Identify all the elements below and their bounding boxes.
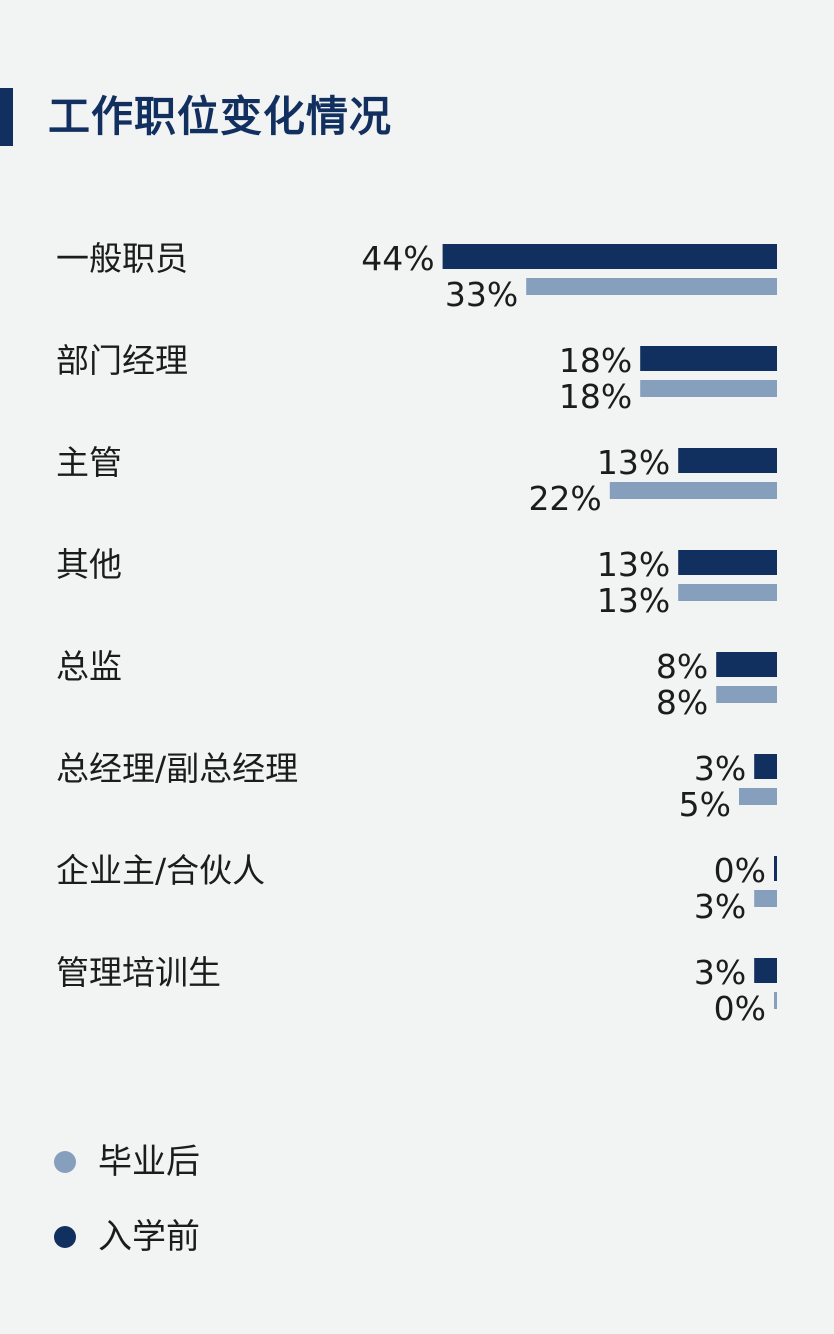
category-label: 其他: [56, 545, 122, 584]
legend-label-after: 毕业后: [98, 1142, 200, 1182]
value-label-after: 22%: [528, 479, 601, 518]
value-label-after: 3%: [694, 887, 746, 926]
category-label: 总经理/副总经理: [56, 749, 298, 788]
category-label: 管理培训生: [56, 953, 221, 992]
bar-after: [640, 380, 777, 397]
bar-before: [754, 754, 777, 779]
bar-after: [526, 278, 777, 295]
bar-before: [774, 856, 777, 881]
legend-item-after: 毕业后: [54, 1140, 354, 1184]
bar-before: [716, 652, 777, 677]
value-label-before: 3%: [694, 953, 746, 992]
value-label-after: 0%: [714, 989, 766, 1028]
value-label-after: 13%: [597, 581, 670, 620]
legend-swatch-after: [54, 1151, 76, 1173]
value-label-before: 44%: [361, 239, 434, 278]
category-label: 企业主/合伙人: [56, 851, 265, 890]
bar-before: [678, 448, 777, 473]
bar-after: [754, 890, 777, 907]
category-label: 一般职员: [56, 239, 188, 278]
value-label-after: 33%: [445, 275, 518, 314]
value-label-before: 8%: [656, 647, 708, 686]
value-label-before: 3%: [694, 749, 746, 788]
bar-before: [754, 958, 777, 983]
value-label-before: 0%: [714, 851, 766, 890]
value-label-after: 5%: [679, 785, 731, 824]
value-label-after: 8%: [656, 683, 708, 722]
value-label-after: 18%: [559, 377, 632, 416]
legend-label-before: 入学前: [98, 1217, 200, 1257]
category-label: 主管: [56, 443, 122, 482]
bar-before: [678, 550, 777, 575]
category-label: 部门经理: [56, 341, 188, 380]
bar-after: [609, 482, 777, 499]
bar-after: [716, 686, 777, 703]
bar-after: [774, 992, 777, 1009]
bar-after: [739, 788, 777, 805]
category-label: 总监: [56, 647, 122, 686]
title-accent-bar: [0, 88, 13, 146]
bar-before: [640, 346, 777, 371]
legend-item-before: 入学前: [54, 1215, 354, 1259]
bar-chart: 一般职员 44%33%部门经理 18%18%主管 13%22%其他 13%13%总监 8%…: [56, 239, 777, 1028]
legend-swatch-before: [54, 1226, 76, 1248]
bar-before: [442, 244, 777, 269]
value-label-before: 13%: [597, 443, 670, 482]
value-label-before: 13%: [597, 545, 670, 584]
chart-title: 工作职位变化情况: [48, 92, 393, 141]
value-label-before: 18%: [559, 341, 632, 380]
bar-after: [678, 584, 777, 601]
